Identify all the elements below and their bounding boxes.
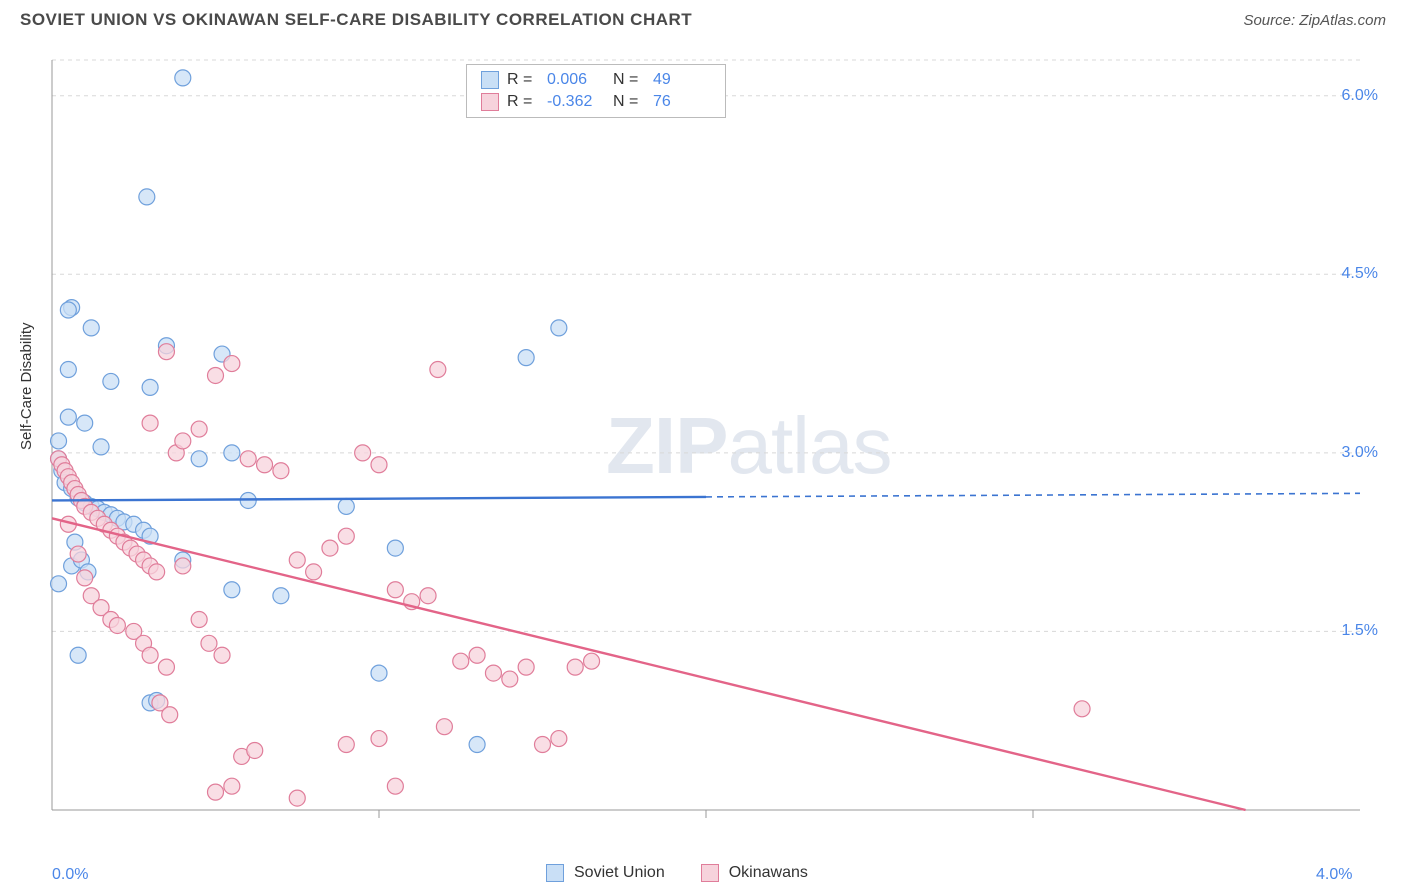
legend-label-soviet: Soviet Union <box>574 864 665 882</box>
swatch-okinawa <box>701 864 719 882</box>
y-tick-label: 1.5% <box>1342 622 1378 640</box>
r-value-okinawa: -0.362 <box>547 93 605 111</box>
stats-row-okinawa: R = -0.362 N = 76 <box>467 91 725 113</box>
y-axis-label: Self-Care Disability <box>18 322 35 450</box>
stats-legend: R = 0.006 N = 49 R = -0.362 N = 76 <box>466 64 726 118</box>
r-label: R = <box>507 71 539 89</box>
legend-item-soviet: Soviet Union <box>546 864 665 882</box>
swatch-soviet <box>546 864 564 882</box>
n-value-soviet: 49 <box>653 71 711 89</box>
x-tick-label: 4.0% <box>1316 866 1352 884</box>
chart-area: Self-Care Disability ZIPatlas R = 0.006 … <box>46 50 1386 880</box>
n-label: N = <box>613 71 645 89</box>
y-tick-label: 6.0% <box>1342 87 1378 105</box>
swatch-okinawa <box>481 93 499 111</box>
x-tick-label: 0.0% <box>52 866 88 884</box>
n-value-okinawa: 76 <box>653 93 711 111</box>
r-label: R = <box>507 93 539 111</box>
swatch-soviet <box>481 71 499 89</box>
scatter-plot <box>46 50 1366 840</box>
source-attribution: Source: ZipAtlas.com <box>1243 12 1386 29</box>
r-value-soviet: 0.006 <box>547 71 605 89</box>
y-tick-label: 4.5% <box>1342 265 1378 283</box>
n-label: N = <box>613 93 645 111</box>
stats-row-soviet: R = 0.006 N = 49 <box>467 69 725 91</box>
legend-label-okinawa: Okinawans <box>729 864 808 882</box>
chart-title: SOVIET UNION VS OKINAWAN SELF-CARE DISAB… <box>20 10 692 30</box>
legend-item-okinawa: Okinawans <box>701 864 808 882</box>
series-legend: Soviet Union Okinawans <box>546 864 808 882</box>
y-tick-label: 3.0% <box>1342 444 1378 462</box>
